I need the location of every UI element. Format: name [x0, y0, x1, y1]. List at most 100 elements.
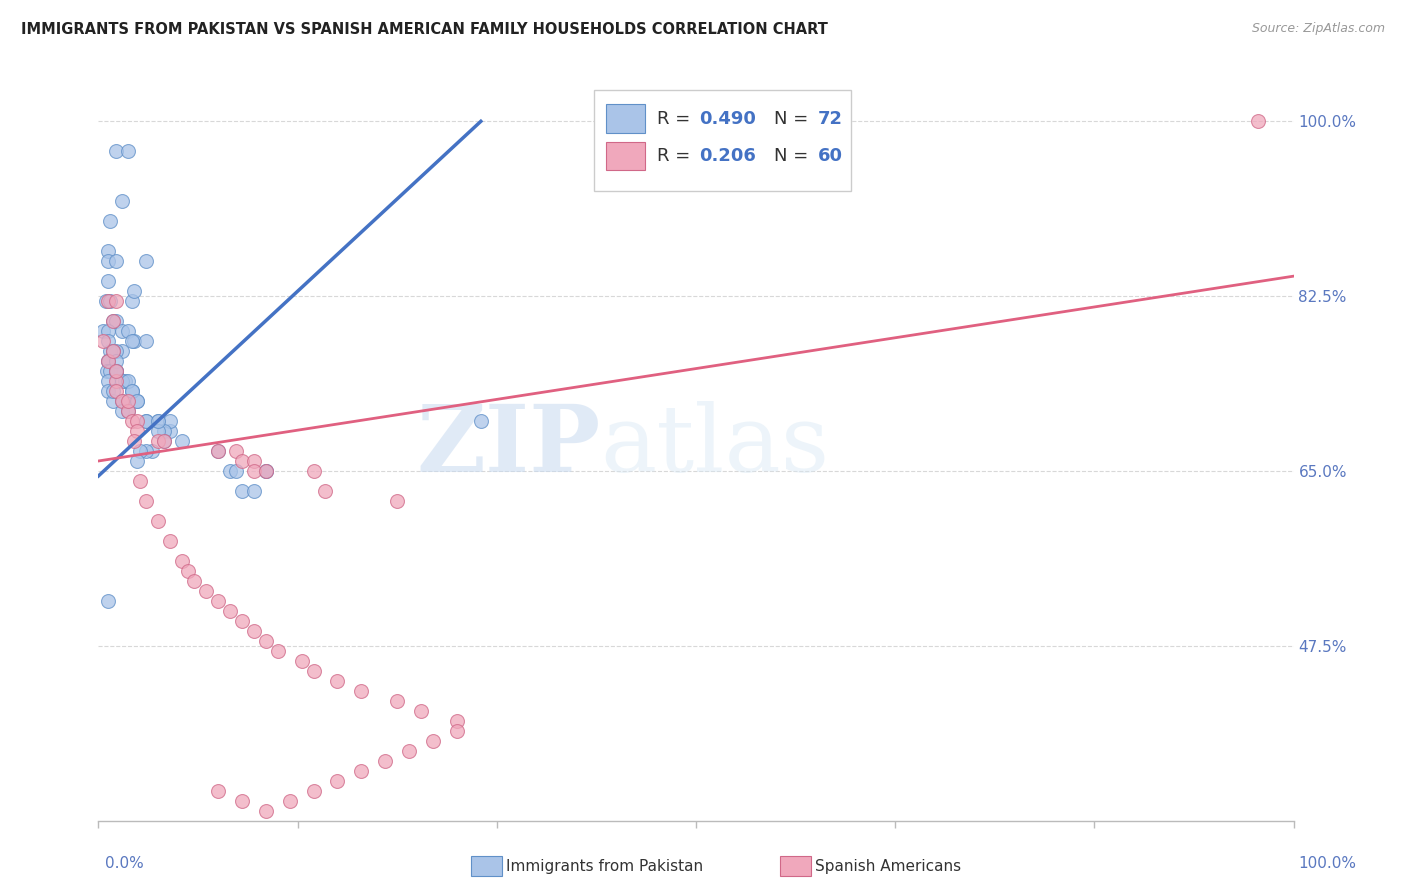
Point [135, 414, 157, 428]
Point [398, 744, 420, 758]
Point [446, 714, 468, 728]
Point [97, 254, 120, 268]
Point [97, 354, 120, 368]
Point [105, 354, 128, 368]
Point [117, 324, 139, 338]
Point [470, 414, 492, 428]
Point [254, 633, 277, 648]
Point [98, 344, 122, 359]
Point [422, 733, 444, 747]
Point [267, 644, 290, 658]
Point [159, 424, 181, 438]
Point [129, 444, 152, 458]
Point [302, 664, 325, 678]
Point [231, 794, 253, 808]
Point [97, 244, 120, 259]
Point [148, 414, 170, 428]
Point [105, 384, 128, 398]
Point [291, 654, 314, 668]
Point [254, 464, 277, 478]
Text: 60: 60 [818, 147, 842, 165]
Point [97, 354, 120, 368]
FancyBboxPatch shape [471, 856, 502, 876]
Point [207, 783, 229, 797]
Point [97, 334, 120, 348]
Point [111, 394, 134, 409]
Point [231, 454, 253, 468]
Point [243, 624, 266, 638]
Point [121, 334, 143, 348]
Point [117, 404, 139, 418]
Point [231, 614, 253, 628]
Point [101, 394, 124, 409]
Point [97, 294, 120, 309]
FancyBboxPatch shape [606, 104, 644, 133]
Point [172, 434, 194, 448]
Text: atlas: atlas [600, 401, 830, 491]
Text: 100.0%: 100.0% [1299, 856, 1357, 871]
Text: 0.490: 0.490 [700, 110, 756, 128]
Point [135, 444, 157, 458]
Text: 72: 72 [818, 110, 842, 128]
Text: N =: N = [773, 110, 814, 128]
Point [148, 414, 170, 428]
Point [153, 434, 176, 448]
Point [105, 364, 128, 378]
Point [114, 374, 136, 388]
Point [105, 294, 128, 309]
Point [98, 364, 122, 378]
Point [350, 764, 373, 778]
Point [302, 783, 325, 797]
Point [117, 404, 139, 418]
Point [254, 804, 277, 818]
Point [105, 364, 128, 378]
Point [148, 434, 170, 448]
FancyBboxPatch shape [606, 142, 644, 170]
Point [97, 354, 120, 368]
Point [195, 583, 218, 598]
Text: Source: ZipAtlas.com: Source: ZipAtlas.com [1251, 22, 1385, 36]
Point [129, 474, 152, 488]
Point [243, 464, 266, 478]
Point [159, 533, 181, 548]
Point [101, 314, 124, 328]
Point [97, 594, 120, 608]
Point [105, 344, 128, 359]
Point [124, 434, 146, 448]
Point [1247, 114, 1270, 128]
Point [101, 384, 124, 398]
Point [105, 364, 128, 378]
Point [96, 364, 118, 378]
Point [101, 344, 124, 359]
Point [111, 344, 134, 359]
Point [101, 344, 124, 359]
Point [219, 604, 242, 618]
Point [125, 424, 148, 438]
Point [98, 214, 122, 228]
Point [101, 314, 124, 328]
Point [97, 374, 120, 388]
Point [117, 374, 139, 388]
Point [225, 444, 247, 458]
Point [125, 394, 148, 409]
Point [105, 374, 128, 388]
Point [135, 414, 157, 428]
Point [141, 444, 163, 458]
Text: N =: N = [773, 147, 814, 165]
Point [326, 673, 349, 688]
Point [121, 384, 143, 398]
Text: R =: R = [657, 147, 696, 165]
Point [350, 683, 373, 698]
Point [135, 334, 157, 348]
Point [125, 454, 148, 468]
Point [326, 773, 349, 788]
Point [111, 394, 134, 409]
Point [243, 454, 266, 468]
Text: 0.0%: 0.0% [105, 856, 145, 871]
Point [97, 384, 120, 398]
Point [278, 794, 301, 808]
Point [105, 364, 128, 378]
Point [125, 414, 148, 428]
Point [148, 424, 170, 438]
Point [219, 464, 242, 478]
